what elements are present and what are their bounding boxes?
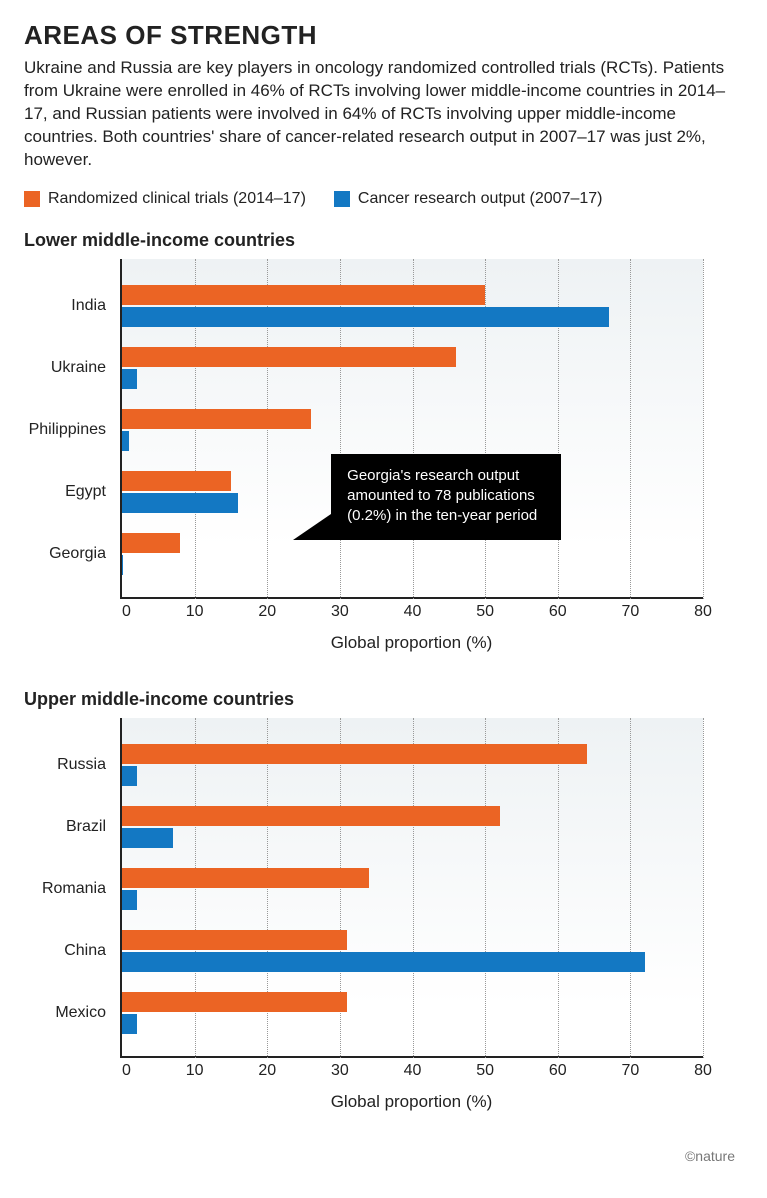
credit: ©nature (24, 1148, 743, 1164)
bar-group: India (122, 275, 703, 337)
bar-rct (122, 744, 587, 764)
legend: Randomized clinical trials (2014–17) Canc… (24, 190, 743, 208)
panel-title: Lower middle-income countries (24, 230, 743, 251)
category-label: Romania (26, 880, 122, 898)
bar-group: Mexico (122, 982, 703, 1044)
x-tick-label: 0 (122, 597, 131, 621)
x-tick-label: 50 (476, 1056, 494, 1080)
x-tick-label: 50 (476, 597, 494, 621)
figure-root: AREAS OF STRENGTH Ukraine and Russia are… (0, 0, 767, 1172)
x-tick-label: 70 (621, 597, 639, 621)
x-tick-label: 30 (331, 1056, 349, 1080)
legend-item: Randomized clinical trials (2014–17) (24, 190, 306, 208)
x-tick-label: 20 (258, 1056, 276, 1080)
bar-rct (122, 347, 456, 367)
bar-research (122, 493, 238, 513)
category-label: Ukraine (26, 359, 122, 377)
x-tick-label: 30 (331, 597, 349, 621)
bar-research (122, 369, 137, 389)
bar-research (122, 890, 137, 910)
x-tick-label: 0 (122, 1056, 131, 1080)
chart-plot: 01020304050607080IndiaUkrainePhilippines… (120, 259, 703, 599)
bar-group: Philippines (122, 399, 703, 461)
bar-research (122, 952, 645, 972)
bar-rct (122, 930, 347, 950)
x-tick-label: 70 (621, 1056, 639, 1080)
legend-swatch (24, 191, 40, 207)
bar-research (122, 1014, 137, 1034)
x-tick-label: 20 (258, 597, 276, 621)
bar-rct (122, 806, 500, 826)
x-axis-label: Global proportion (%) (120, 633, 703, 653)
gridline (703, 259, 704, 599)
bar-research (122, 307, 609, 327)
legend-label: Cancer research output (2007–17) (358, 190, 603, 208)
legend-label: Randomized clinical trials (2014–17) (48, 190, 306, 208)
legend-swatch (334, 191, 350, 207)
headline: AREAS OF STRENGTH (24, 20, 743, 51)
gridline (703, 718, 704, 1058)
chart-panel: Lower middle-income countries01020304050… (24, 230, 743, 653)
chart-panel: Upper middle-income countries01020304050… (24, 689, 743, 1112)
bar-rct (122, 285, 485, 305)
category-label: China (26, 942, 122, 960)
x-tick-label: 10 (186, 597, 204, 621)
x-tick-label: 40 (404, 597, 422, 621)
category-label: Russia (26, 756, 122, 774)
bar-group: Russia (122, 734, 703, 796)
bar-rct (122, 868, 369, 888)
chart-plot: 01020304050607080RussiaBrazilRomaniaChin… (120, 718, 703, 1058)
bar-rct (122, 533, 180, 553)
category-label: Mexico (26, 1004, 122, 1022)
category-label: Philippines (26, 421, 122, 439)
bar-research (122, 555, 123, 575)
bar-research (122, 828, 173, 848)
bar-research (122, 766, 137, 786)
x-tick-label: 80 (694, 597, 712, 621)
category-label: India (26, 297, 122, 315)
x-tick-label: 10 (186, 1056, 204, 1080)
category-label: Egypt (26, 483, 122, 501)
plot-area: RussiaBrazilRomaniaChinaMexico (122, 734, 703, 1040)
bar-rct (122, 471, 231, 491)
x-tick-label: 60 (549, 1056, 567, 1080)
x-tick-label: 40 (404, 1056, 422, 1080)
bar-group: China (122, 920, 703, 982)
bar-group: Brazil (122, 796, 703, 858)
bar-rct (122, 409, 311, 429)
category-label: Brazil (26, 818, 122, 836)
panel-title: Upper middle-income countries (24, 689, 743, 710)
bar-group: Romania (122, 858, 703, 920)
category-label: Georgia (26, 545, 122, 563)
subhead: Ukraine and Russia are key players in on… (24, 57, 743, 172)
x-axis-label: Global proportion (%) (120, 1092, 703, 1112)
bar-research (122, 431, 129, 451)
bar-rct (122, 992, 347, 1012)
x-tick-label: 80 (694, 1056, 712, 1080)
bar-group: Ukraine (122, 337, 703, 399)
legend-item: Cancer research output (2007–17) (334, 190, 603, 208)
x-tick-label: 60 (549, 597, 567, 621)
callout: Georgia's research output amounted to 78… (331, 454, 561, 541)
